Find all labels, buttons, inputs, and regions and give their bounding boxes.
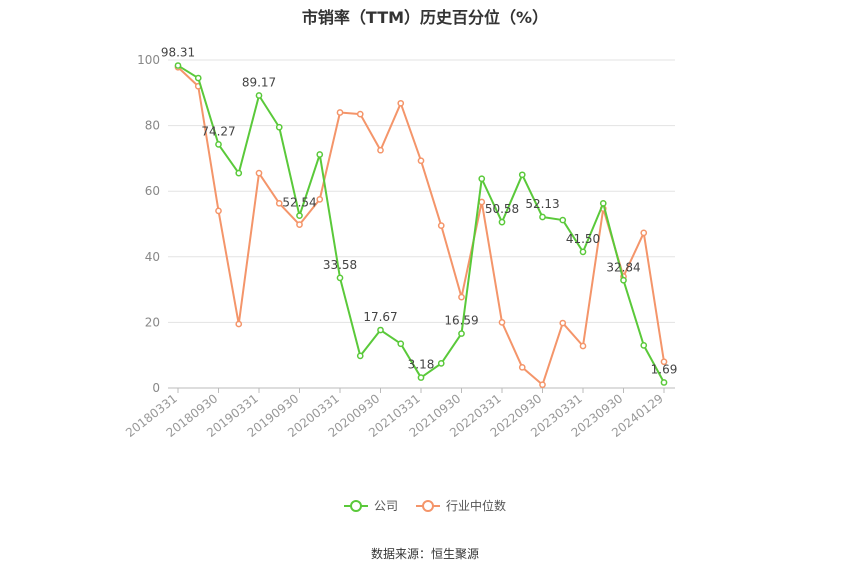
data-label: 17.67 (363, 310, 397, 324)
data-point-company (194, 74, 202, 82)
data-point-industry-median (356, 110, 364, 118)
y-tick-label: 40 (145, 250, 160, 264)
data-point-industry-median (498, 319, 506, 326)
data-label: 89.17 (242, 76, 276, 90)
data-point-company (235, 169, 243, 177)
legend-swatch-industry-median (416, 499, 440, 513)
legend-label-company: 公司 (373, 499, 398, 513)
data-label: 50.58 (485, 202, 519, 216)
data-label: 16.59 (444, 314, 478, 328)
data-label: 33.58 (323, 258, 357, 272)
data-point-industry-median (559, 319, 567, 327)
data-point-industry-median (275, 199, 283, 207)
y-tick-label: 80 (145, 119, 160, 133)
data-label: 41.50 (566, 232, 600, 246)
data-point-company (397, 340, 405, 348)
data-point-company (539, 213, 546, 221)
series-line-company (177, 64, 665, 383)
data-point-company (640, 342, 648, 349)
data-point-company (417, 374, 425, 381)
source-note: 数据来源：恒生聚源 (370, 547, 479, 561)
data-point-company (215, 141, 222, 148)
data-label: 98.31 (161, 46, 195, 60)
data-label: 32.84 (606, 260, 640, 274)
y-tick-label: 20 (145, 315, 160, 329)
data-label: 74.27 (201, 124, 235, 138)
data-point-company (599, 199, 607, 207)
data-point-industry-median (579, 342, 587, 350)
legend-swatch-company (343, 499, 368, 513)
data-point-industry-median (255, 169, 263, 177)
data-point-industry-median (336, 109, 344, 116)
data-point-industry-median (458, 293, 465, 301)
legend-item-company[interactable]: 公司 (343, 497, 398, 514)
data-point-company (437, 360, 445, 367)
data-point-industry-median (397, 99, 405, 107)
data-point-industry-median (539, 381, 546, 389)
data-point-industry-median (215, 207, 222, 215)
legend-item-industry-median[interactable]: 行业中位数 (416, 497, 506, 514)
data-point-industry-median (417, 157, 425, 165)
data-point-company (174, 62, 182, 69)
data-point-company (316, 151, 324, 158)
legend: 公司 行业中位数 (0, 497, 850, 514)
data-label: 1.69 (651, 362, 678, 376)
data-point-industry-median (377, 146, 384, 154)
data-point-company (518, 171, 526, 179)
data-point-industry-median (316, 196, 324, 203)
data-point-company (478, 175, 486, 183)
data-point-company (620, 276, 627, 284)
data-point-industry-median (660, 358, 668, 366)
data-point-company (356, 352, 364, 360)
legend-label-industry-median: 行业中位数 (446, 499, 507, 513)
data-point-industry-median (518, 363, 526, 371)
data-point-company (660, 379, 668, 386)
y-tick-label: 0 (152, 381, 160, 395)
data-point-company (336, 274, 344, 282)
data-point-company (579, 248, 587, 256)
data-point-industry-median (296, 221, 303, 229)
chart-title: 市销率（TTM）历史百分位（%） (301, 8, 549, 27)
data-label: 52.54 (282, 196, 316, 210)
data-point-industry-median (640, 229, 648, 237)
data-point-company (458, 330, 465, 337)
data-point-company (275, 123, 283, 131)
data-point-company (498, 218, 506, 226)
data-point-company (296, 212, 303, 220)
data-point-industry-median (437, 222, 445, 229)
series-line-industry-median (177, 66, 665, 386)
data-point-company (377, 326, 384, 334)
data-label: 3.18 (408, 358, 435, 372)
data-point-company (559, 216, 567, 224)
data-label: 52.13 (525, 197, 559, 211)
y-tick-label: 100 (137, 53, 160, 67)
y-tick-label: 60 (145, 184, 160, 198)
data-point-company (255, 92, 263, 99)
data-point-industry-median (235, 320, 243, 328)
